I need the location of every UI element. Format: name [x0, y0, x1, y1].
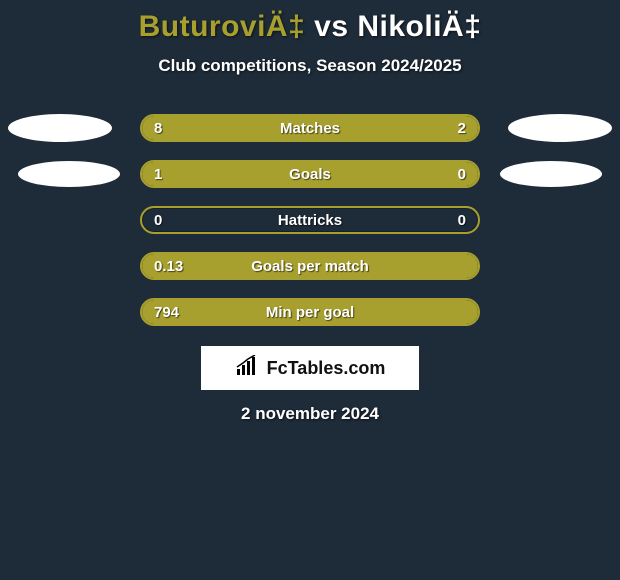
title-player1: ButuroviÄ‡	[139, 10, 306, 43]
value-right: 2	[458, 120, 466, 137]
stat-bar: 1 Goals 0	[140, 160, 480, 188]
stat-bar: 8 Matches 2	[140, 114, 480, 142]
value-right: 0	[458, 166, 466, 183]
player1-blob	[8, 114, 112, 142]
value-left: 0	[154, 212, 162, 229]
chart-icon	[235, 355, 261, 382]
player1-blob	[18, 161, 120, 187]
stat-label: Hattricks	[278, 212, 342, 229]
stat-rows: 8 Matches 2 1 Goals 0 0 Hattricks 0 0.13 Goals per…	[0, 114, 620, 326]
date-label: 2 november 2024	[0, 404, 620, 424]
stat-row: 0 Hattricks 0	[0, 206, 620, 234]
stat-row: 0.13 Goals per match	[0, 252, 620, 280]
fill-left	[142, 116, 411, 140]
value-left: 8	[154, 120, 162, 137]
player2-blob	[500, 161, 602, 187]
page-title: ButuroviÄ‡ vs NikoliÄ‡	[0, 10, 620, 44]
fill-right	[411, 116, 478, 140]
stat-bar: 0 Hattricks 0	[140, 206, 480, 234]
source-logo: FcTables.com	[201, 346, 419, 390]
stat-label: Goals per match	[251, 258, 369, 275]
stat-label: Matches	[280, 120, 340, 137]
value-left: 0.13	[154, 258, 183, 275]
stat-bar: 0.13 Goals per match	[140, 252, 480, 280]
title-vs: vs	[314, 10, 348, 43]
value-left: 1	[154, 166, 162, 183]
value-right: 0	[458, 212, 466, 229]
stat-row: 794 Min per goal	[0, 298, 620, 326]
stat-row: 8 Matches 2	[0, 114, 620, 142]
stat-label: Goals	[289, 166, 331, 183]
logo-text: FcTables.com	[267, 358, 386, 379]
player2-blob	[508, 114, 612, 142]
comparison-widget: ButuroviÄ‡ vs NikoliÄ‡ Club competitions…	[0, 0, 620, 424]
subtitle: Club competitions, Season 2024/2025	[0, 56, 620, 76]
stat-row: 1 Goals 0	[0, 160, 620, 188]
title-player2: NikoliÄ‡	[357, 10, 481, 43]
stat-label: Min per goal	[266, 304, 354, 321]
stat-bar: 794 Min per goal	[140, 298, 480, 326]
value-left: 794	[154, 304, 179, 321]
